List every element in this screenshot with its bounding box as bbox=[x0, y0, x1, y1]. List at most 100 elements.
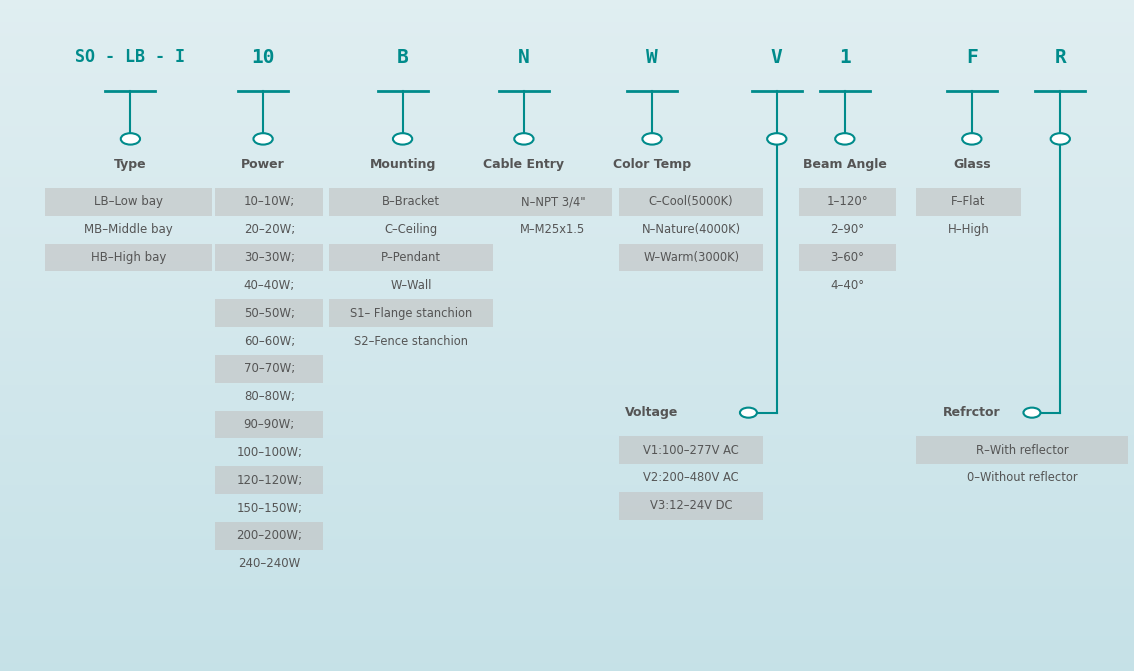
Bar bbox=[0, 567, 1134, 570]
Bar bbox=[0, 517, 1134, 520]
Text: 40–40W;: 40–40W; bbox=[244, 279, 295, 292]
Bar bbox=[0, 67, 1134, 70]
Bar bbox=[0, 396, 1134, 399]
Bar bbox=[0, 174, 1134, 178]
Circle shape bbox=[835, 133, 855, 144]
Bar bbox=[0, 134, 1134, 138]
Bar bbox=[0, 91, 1134, 94]
Bar bbox=[0, 634, 1134, 637]
Bar bbox=[0, 490, 1134, 493]
Bar bbox=[0, 574, 1134, 577]
Bar bbox=[45, 244, 212, 271]
Bar bbox=[0, 580, 1134, 584]
Bar bbox=[0, 533, 1134, 537]
Text: V2:200–480V AC: V2:200–480V AC bbox=[643, 472, 739, 484]
Bar bbox=[0, 409, 1134, 413]
Bar bbox=[0, 292, 1134, 295]
Text: N: N bbox=[518, 48, 530, 66]
Bar bbox=[0, 225, 1134, 228]
Bar bbox=[0, 644, 1134, 648]
Bar bbox=[0, 510, 1134, 513]
Bar bbox=[0, 309, 1134, 312]
Bar bbox=[329, 188, 493, 216]
Bar bbox=[0, 208, 1134, 211]
Bar bbox=[0, 329, 1134, 332]
Bar bbox=[0, 359, 1134, 362]
Bar bbox=[0, 37, 1134, 40]
Bar bbox=[0, 604, 1134, 607]
Bar bbox=[0, 369, 1134, 372]
Text: C–Ceiling: C–Ceiling bbox=[384, 223, 438, 236]
Circle shape bbox=[962, 133, 981, 144]
Bar bbox=[0, 101, 1134, 104]
Bar bbox=[0, 352, 1134, 356]
Bar bbox=[0, 493, 1134, 497]
Bar bbox=[0, 289, 1134, 292]
Bar bbox=[0, 473, 1134, 476]
Bar bbox=[619, 188, 763, 216]
Text: 1–120°: 1–120° bbox=[827, 195, 869, 208]
Bar bbox=[0, 648, 1134, 651]
Bar bbox=[0, 483, 1134, 486]
Bar bbox=[0, 205, 1134, 208]
Bar bbox=[0, 446, 1134, 450]
Bar bbox=[619, 492, 763, 520]
Text: 10–10W;: 10–10W; bbox=[244, 195, 295, 208]
Bar bbox=[0, 416, 1134, 419]
Bar bbox=[0, 77, 1134, 81]
Bar bbox=[0, 178, 1134, 181]
Text: C–Cool(5000K): C–Cool(5000K) bbox=[649, 195, 734, 208]
Bar bbox=[0, 617, 1134, 621]
Bar bbox=[0, 346, 1134, 349]
Text: P–Pendant: P–Pendant bbox=[381, 251, 441, 264]
Bar bbox=[0, 419, 1134, 423]
Bar bbox=[0, 17, 1134, 20]
Bar bbox=[0, 127, 1134, 131]
Bar bbox=[0, 111, 1134, 114]
Bar bbox=[0, 262, 1134, 265]
Bar bbox=[0, 64, 1134, 67]
Bar bbox=[0, 215, 1134, 218]
Bar bbox=[0, 507, 1134, 510]
Text: B: B bbox=[397, 48, 408, 66]
Text: Beam Angle: Beam Angle bbox=[803, 158, 887, 171]
Bar bbox=[0, 242, 1134, 245]
Bar bbox=[0, 456, 1134, 460]
Circle shape bbox=[392, 133, 413, 144]
Bar bbox=[0, 57, 1134, 60]
Bar bbox=[619, 436, 763, 464]
Text: 0–Without reflector: 0–Without reflector bbox=[967, 472, 1077, 484]
Circle shape bbox=[514, 133, 533, 144]
Bar bbox=[799, 244, 896, 271]
Text: R–With reflector: R–With reflector bbox=[976, 444, 1068, 456]
Bar bbox=[0, 272, 1134, 275]
Bar bbox=[0, 651, 1134, 654]
Bar bbox=[0, 325, 1134, 329]
Bar bbox=[0, 362, 1134, 366]
Bar bbox=[0, 10, 1134, 13]
Bar bbox=[0, 141, 1134, 144]
Bar bbox=[0, 114, 1134, 117]
Bar bbox=[0, 621, 1134, 624]
Bar bbox=[0, 406, 1134, 409]
Bar bbox=[0, 148, 1134, 151]
Bar bbox=[0, 322, 1134, 325]
Bar bbox=[0, 171, 1134, 174]
Bar bbox=[0, 20, 1134, 23]
Bar bbox=[0, 637, 1134, 641]
Text: 60–60W;: 60–60W; bbox=[244, 335, 295, 348]
Text: H–High: H–High bbox=[948, 223, 989, 236]
Bar bbox=[0, 631, 1134, 634]
Bar bbox=[0, 554, 1134, 557]
Bar bbox=[493, 188, 612, 216]
Bar bbox=[0, 50, 1134, 54]
Bar bbox=[0, 60, 1134, 64]
Bar bbox=[0, 624, 1134, 627]
Bar bbox=[0, 386, 1134, 389]
Bar bbox=[0, 614, 1134, 617]
Bar bbox=[0, 564, 1134, 567]
Bar bbox=[0, 161, 1134, 164]
Bar bbox=[0, 231, 1134, 235]
Bar bbox=[0, 7, 1134, 10]
Bar bbox=[0, 466, 1134, 470]
